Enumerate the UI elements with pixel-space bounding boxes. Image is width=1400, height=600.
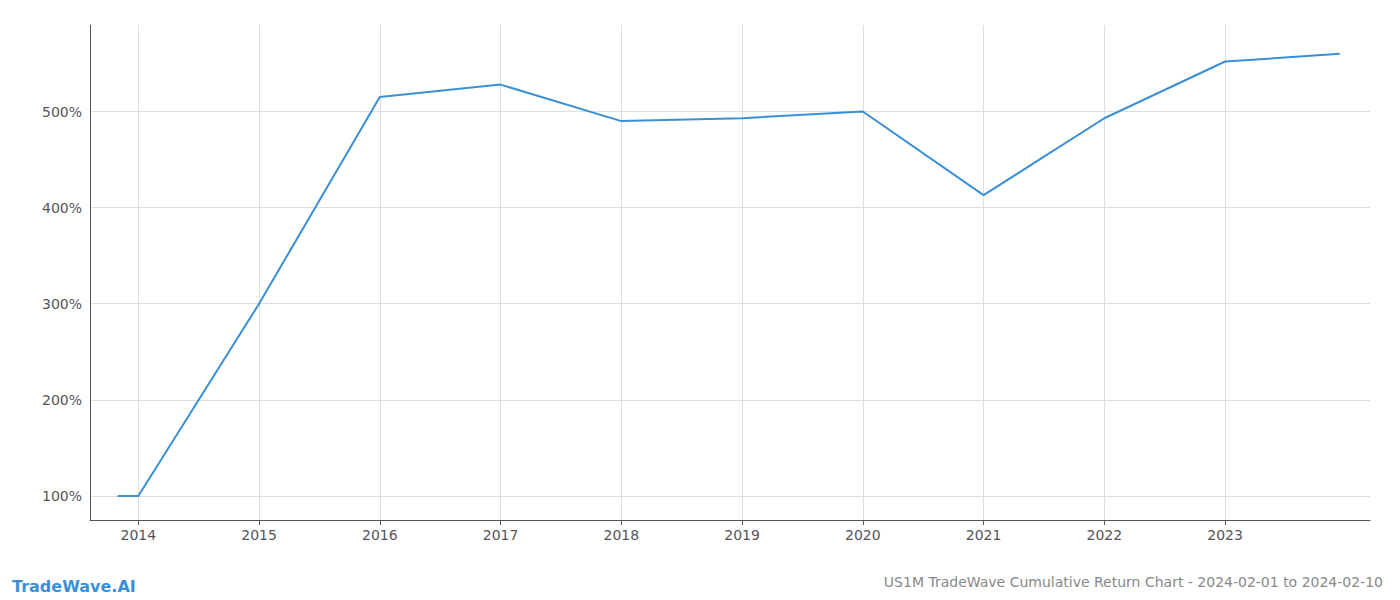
svg-text:2022: 2022 xyxy=(1087,527,1123,543)
svg-text:2014: 2014 xyxy=(120,527,156,543)
svg-text:400%: 400% xyxy=(42,200,82,216)
svg-text:500%: 500% xyxy=(42,104,82,120)
svg-text:100%: 100% xyxy=(42,488,82,504)
svg-text:2017: 2017 xyxy=(483,527,519,543)
svg-text:2018: 2018 xyxy=(604,527,640,543)
svg-text:2016: 2016 xyxy=(362,527,398,543)
svg-text:2023: 2023 xyxy=(1207,527,1243,543)
svg-text:2020: 2020 xyxy=(845,527,881,543)
svg-text:TradeWave.AI: TradeWave.AI xyxy=(12,577,136,596)
svg-text:300%: 300% xyxy=(42,296,82,312)
svg-text:2015: 2015 xyxy=(241,527,277,543)
svg-text:2021: 2021 xyxy=(966,527,1002,543)
svg-text:US1M TradeWave Cumulative Retu: US1M TradeWave Cumulative Return Chart -… xyxy=(884,574,1383,590)
svg-text:2019: 2019 xyxy=(724,527,760,543)
svg-text:200%: 200% xyxy=(42,392,82,408)
